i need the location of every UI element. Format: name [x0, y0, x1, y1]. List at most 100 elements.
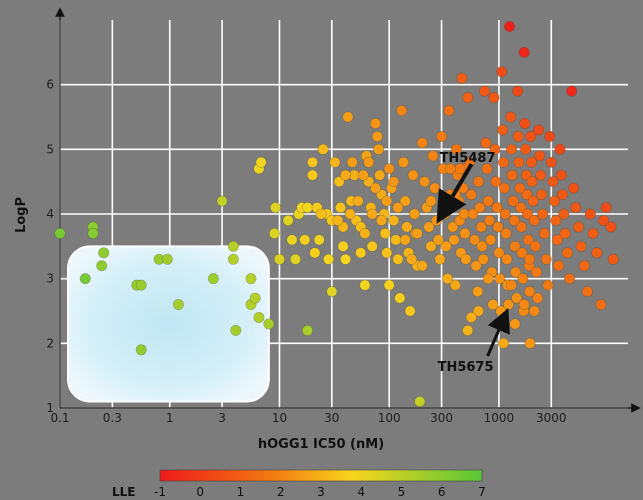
data-point — [249, 292, 261, 304]
annotation-label: TH5675 — [438, 360, 494, 375]
data-point — [515, 221, 527, 233]
data-point — [227, 240, 239, 252]
y-tick-label: 1 — [46, 401, 54, 415]
colorbar-tick-label: 3 — [317, 485, 325, 499]
data-point — [550, 214, 562, 226]
annotation-arrow — [436, 162, 474, 224]
data-point — [323, 253, 335, 265]
colorbar-tick-label: 1 — [237, 485, 245, 499]
data-point — [528, 305, 540, 317]
data-point — [475, 221, 487, 233]
data-point — [607, 253, 619, 265]
y-axis-title: LogP — [14, 197, 29, 233]
data-point — [591, 247, 603, 259]
colorbar: LLE -1 0 1 2 3 4 5 6 7 — [112, 469, 486, 499]
data-point — [315, 208, 327, 220]
data-point — [359, 227, 371, 239]
y-tick-label: 5 — [46, 142, 54, 156]
data-point — [396, 105, 408, 117]
data-point — [381, 247, 393, 259]
data-point — [363, 156, 375, 168]
data-point — [467, 208, 479, 220]
data-point — [491, 202, 503, 214]
y-tick-label: 3 — [46, 272, 54, 286]
data-point — [513, 156, 525, 168]
data-point — [488, 92, 500, 104]
data-point — [481, 163, 493, 175]
data-point — [497, 156, 509, 168]
data-point — [547, 176, 559, 188]
data-point — [525, 130, 537, 142]
x-tick-label: 0.3 — [103, 411, 122, 425]
data-point — [135, 344, 147, 356]
data-point — [406, 253, 418, 265]
data-point — [512, 85, 524, 97]
data-point — [269, 202, 281, 214]
data-point — [490, 176, 502, 188]
data-point — [531, 266, 543, 278]
data-point — [581, 286, 593, 298]
data-point — [425, 195, 437, 207]
data-point — [497, 124, 509, 136]
data-point — [286, 234, 298, 246]
data-point — [500, 227, 512, 239]
data-point — [329, 156, 341, 168]
data-point — [598, 214, 610, 226]
x-axis-title: hOGG1 IC50 (nM) — [258, 437, 384, 452]
annotation-arrow — [486, 307, 510, 357]
data-point — [480, 137, 492, 149]
data-point — [489, 143, 501, 155]
x-tick-label: 3 — [218, 411, 226, 425]
data-point — [483, 214, 495, 226]
data-point — [436, 130, 448, 142]
data-point — [414, 396, 426, 408]
data-point — [465, 311, 477, 323]
data-point — [54, 227, 66, 239]
data-point — [477, 253, 489, 265]
data-point — [448, 234, 460, 246]
data-point — [392, 253, 404, 265]
x-tick-label: 0.1 — [50, 411, 69, 425]
data-point — [379, 227, 391, 239]
data-point — [518, 299, 530, 311]
data-point — [528, 214, 540, 226]
data-point — [301, 324, 313, 336]
colorbar-tick-label: 2 — [277, 485, 285, 499]
data-point — [557, 189, 569, 201]
data-point — [492, 221, 504, 233]
data-point — [313, 234, 325, 246]
data-point — [390, 234, 402, 246]
x-tick-label: 3000 — [536, 411, 567, 425]
annotation-label: TH5487 — [440, 151, 496, 166]
data-point — [479, 85, 491, 97]
data-point — [482, 273, 494, 285]
colorbar-tick-label: 7 — [478, 485, 486, 499]
data-point — [507, 195, 519, 207]
data-point — [359, 279, 371, 291]
data-point — [559, 227, 571, 239]
data-point — [407, 169, 419, 181]
data-point — [474, 202, 486, 214]
y-tick-label: 4 — [46, 207, 54, 221]
data-point — [440, 240, 452, 252]
data-point — [404, 305, 416, 317]
data-point — [515, 202, 527, 214]
data-point — [335, 202, 347, 214]
data-point — [392, 202, 404, 214]
data-point — [172, 299, 184, 311]
data-point — [527, 195, 539, 207]
data-point — [470, 260, 482, 272]
data-point — [216, 195, 228, 207]
data-point — [516, 247, 528, 259]
data-point — [282, 214, 294, 226]
data-point — [472, 176, 484, 188]
data-point — [408, 208, 420, 220]
colorbar-tick-label: 6 — [438, 485, 446, 499]
data-point — [434, 253, 446, 265]
data-point — [538, 227, 550, 239]
data-point — [537, 208, 549, 220]
x-tick-label: 30 — [324, 411, 339, 425]
data-point — [388, 176, 400, 188]
data-point — [425, 240, 437, 252]
